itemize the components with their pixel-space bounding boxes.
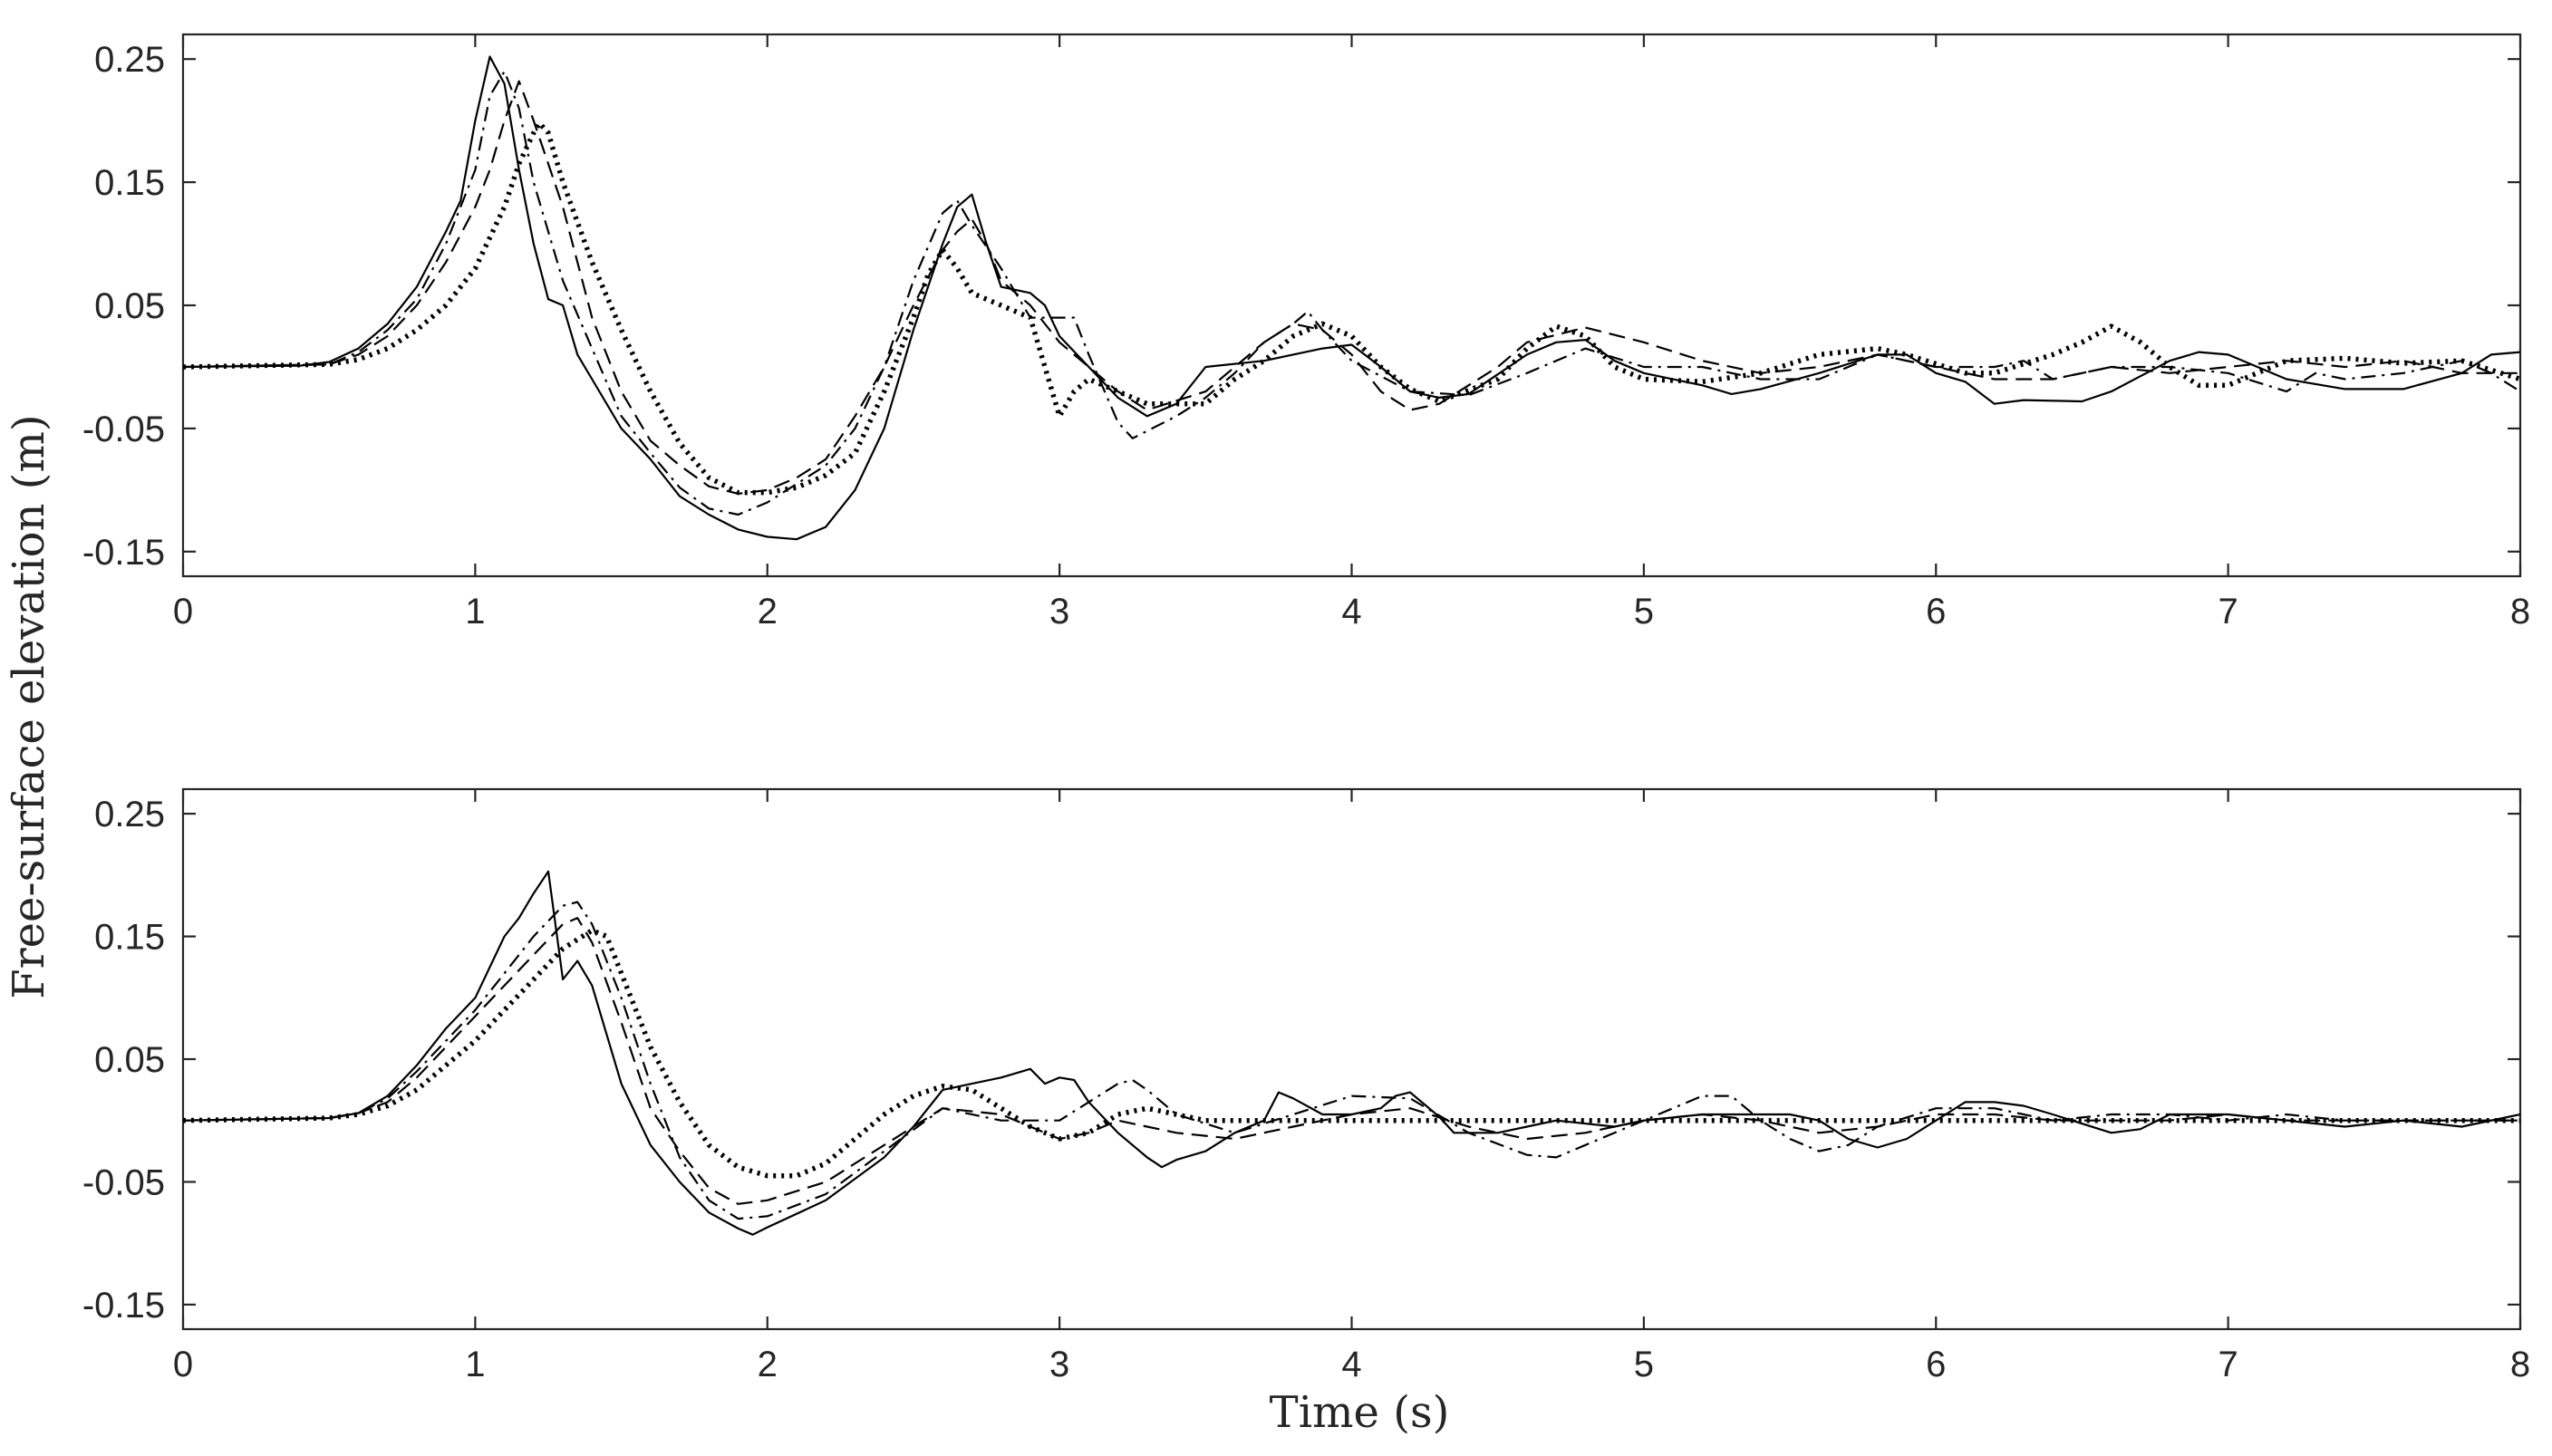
y-tick-label: -0.05 [82,1162,165,1202]
x-axis-label: Time (s) [1270,1387,1450,1438]
series-line-dotted [183,121,2520,496]
top-panel: 0 1 2 3 4 5 6 7 8 -0.15 -0.05 0.05 0.15 0.25 [82,33,2530,632]
series-line-dashed [183,917,2520,1205]
x-tick-label: 7 [2218,592,2238,632]
y-tick-label: -0.15 [82,1286,165,1326]
y-tick-label: 0.05 [94,1040,165,1080]
x-tick-label: 2 [758,1345,778,1384]
x-tick-label: 6 [1926,1345,1946,1384]
y-axis-label: Free-surface elevation (m) [4,414,54,998]
series-line-dotted [183,928,2520,1179]
plot-frame [181,33,2522,578]
y-tick-label: 0.15 [94,918,165,958]
plot-frame [181,787,2522,1331]
series-line-dash-dot [183,901,2520,1220]
x-tick-label: 0 [173,1345,193,1384]
x-tick-label: 6 [1926,592,1946,632]
x-tick-label: 3 [1049,1345,1069,1384]
y-tick-label: -0.15 [82,533,165,573]
x-tick-label: 4 [1341,1345,1361,1384]
x-tick-label: 2 [758,592,778,632]
bottom-panel: 0 1 2 3 4 5 6 7 8 -0.15 -0.05 0.05 0.15 0.25 [82,787,2530,1384]
series-line-dash-dot [183,70,2520,516]
x-tick-label: 8 [2510,1345,2530,1384]
y-tick-label: 0.15 [94,163,165,203]
series-line-solid [183,870,2520,1236]
x-tick-label: 4 [1341,592,1361,632]
x-tick-label: 7 [2218,1345,2238,1384]
x-tick-label: 5 [1634,1345,1654,1384]
y-tick-label: -0.05 [82,410,165,449]
y-tick-label: 0.05 [94,286,165,326]
x-tick-label: 1 [465,1345,485,1384]
y-tick-label: 0.25 [94,795,165,834]
series-line-solid [183,55,2520,541]
y-tick-label: 0.25 [94,40,165,80]
x-tick-label: 0 [173,592,193,632]
series-line-dashed [183,80,2520,495]
x-tick-label: 1 [465,592,485,632]
x-tick-label: 8 [2510,592,2530,632]
x-tick-label: 3 [1049,592,1069,632]
x-tick-label: 5 [1634,592,1654,632]
